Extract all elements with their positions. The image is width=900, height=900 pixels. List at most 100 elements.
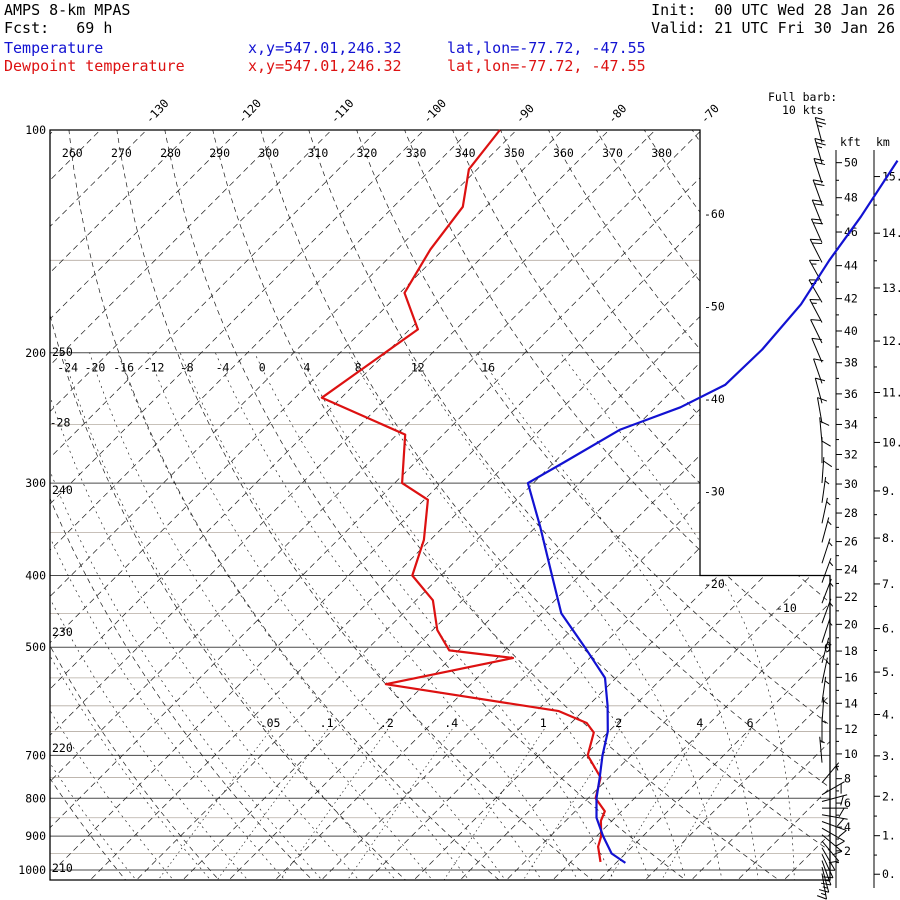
svg-text:1: 1 [540,716,547,730]
svg-text:290: 290 [209,146,230,160]
svg-text:340: 340 [455,146,476,160]
svg-text:260: 260 [62,146,83,160]
svg-text:2: 2 [615,716,622,730]
svg-text:310: 310 [307,146,328,160]
svg-text:13.: 13. [882,281,900,295]
svg-text:3.: 3. [882,749,896,763]
svg-text:-50: -50 [704,300,725,314]
svg-text:-110: -110 [327,96,356,126]
barb-legend: Full barb:10 kts [768,90,837,117]
background-grid [50,130,830,880]
temperature-trace [526,159,899,864]
svg-text:15.: 15. [882,170,900,184]
svg-text:-24: -24 [57,361,78,375]
svg-text:-16: -16 [113,361,134,375]
svg-text:38: 38 [844,356,858,370]
svg-text:4: 4 [844,820,851,834]
svg-text:14.: 14. [882,226,900,240]
svg-text:8.: 8. [882,531,896,545]
temperature-xy: x,y=547.01,246.32 [248,39,402,57]
temperature-legend-label: Temperature [4,39,104,57]
svg-text:320: 320 [357,146,378,160]
svg-text:24: 24 [844,563,858,577]
svg-text:1.: 1. [882,829,896,843]
svg-text:km: km [876,135,890,149]
svg-text:11.: 11. [882,385,900,399]
plot-frame [49,129,831,881]
svg-text:-8: -8 [180,361,194,375]
svg-text:.05: .05 [260,716,281,730]
svg-text:280: 280 [160,146,181,160]
forecast-hour: Fcst: 69 h [4,19,113,37]
svg-text:10.: 10. [882,435,900,449]
svg-text:-70: -70 [697,101,721,126]
svg-text:-20: -20 [85,361,106,375]
svg-text:10 kts: 10 kts [782,103,824,117]
moist-adiabat-lines [50,352,795,880]
svg-text:9.: 9. [882,484,896,498]
svg-text:350: 350 [504,146,525,160]
svg-text:Full barb:: Full barb: [768,90,837,104]
dewpoint-legend-label: Dewpoint temperature [4,57,185,75]
altitude-scales: kft km24681012141618202224262830323436384… [835,135,900,888]
svg-text:7.: 7. [882,577,896,591]
svg-text:330: 330 [406,146,427,160]
isotherm-lines [50,130,830,880]
svg-text:-130: -130 [142,96,171,126]
svg-text:8: 8 [844,772,851,786]
svg-text:6: 6 [844,796,851,810]
svg-text:44: 44 [844,259,858,273]
mixing-ratio-lines [152,728,752,880]
dewpoint-latlon: lat,lon=-77.72, -47.55 [447,57,646,75]
svg-text:34: 34 [844,417,858,431]
svg-text:100: 100 [25,123,46,137]
svg-text:5.: 5. [882,665,896,679]
svg-text:42: 42 [844,292,858,306]
svg-text:2: 2 [844,844,851,858]
svg-text:220: 220 [52,741,73,755]
svg-text:48: 48 [844,191,858,205]
svg-text:200: 200 [25,346,46,360]
svg-text:700: 700 [25,748,46,762]
svg-text:370: 370 [602,146,623,160]
svg-text:2.: 2. [882,789,896,803]
svg-text:210: 210 [52,861,73,875]
svg-text:300: 300 [25,476,46,490]
svg-text:-100: -100 [420,96,449,126]
dewpoint-trace [320,129,606,863]
svg-text:240: 240 [52,483,73,497]
svg-text:0: 0 [824,641,831,655]
svg-text:18: 18 [844,644,858,658]
svg-text:-12: -12 [144,361,165,375]
svg-text:-30: -30 [704,485,725,499]
svg-text:8: 8 [355,361,362,375]
model-title: AMPS 8-km MPAS [4,1,131,19]
svg-text:1000: 1000 [18,863,46,877]
svg-text:12.: 12. [882,334,900,348]
svg-text:30: 30 [844,477,858,491]
svg-text:-60: -60 [704,207,725,221]
svg-text:22: 22 [844,590,858,604]
svg-text:32: 32 [844,448,858,462]
svg-text:-40: -40 [704,392,725,406]
svg-text:40: 40 [844,324,858,338]
valid-time: Valid: 21 UTC Fri 30 Jan 26 [651,19,895,37]
svg-text:400: 400 [25,569,46,583]
svg-text:300: 300 [258,146,279,160]
svg-text:230: 230 [52,625,73,639]
svg-text:-10: -10 [776,601,797,615]
svg-text:28: 28 [844,506,858,520]
svg-text:-120: -120 [235,96,264,126]
svg-text:360: 360 [553,146,574,160]
svg-text:36: 36 [844,387,858,401]
svg-text:4: 4 [303,361,310,375]
svg-text:10: 10 [844,747,858,761]
svg-text:20: 20 [844,617,858,631]
svg-text:16: 16 [481,361,495,375]
svg-text:16: 16 [844,670,858,684]
svg-text:12: 12 [844,722,858,736]
temperature-latlon: lat,lon=-77.72, -47.55 [447,39,646,57]
dewpoint-xy: x,y=547.01,246.32 [248,57,402,75]
